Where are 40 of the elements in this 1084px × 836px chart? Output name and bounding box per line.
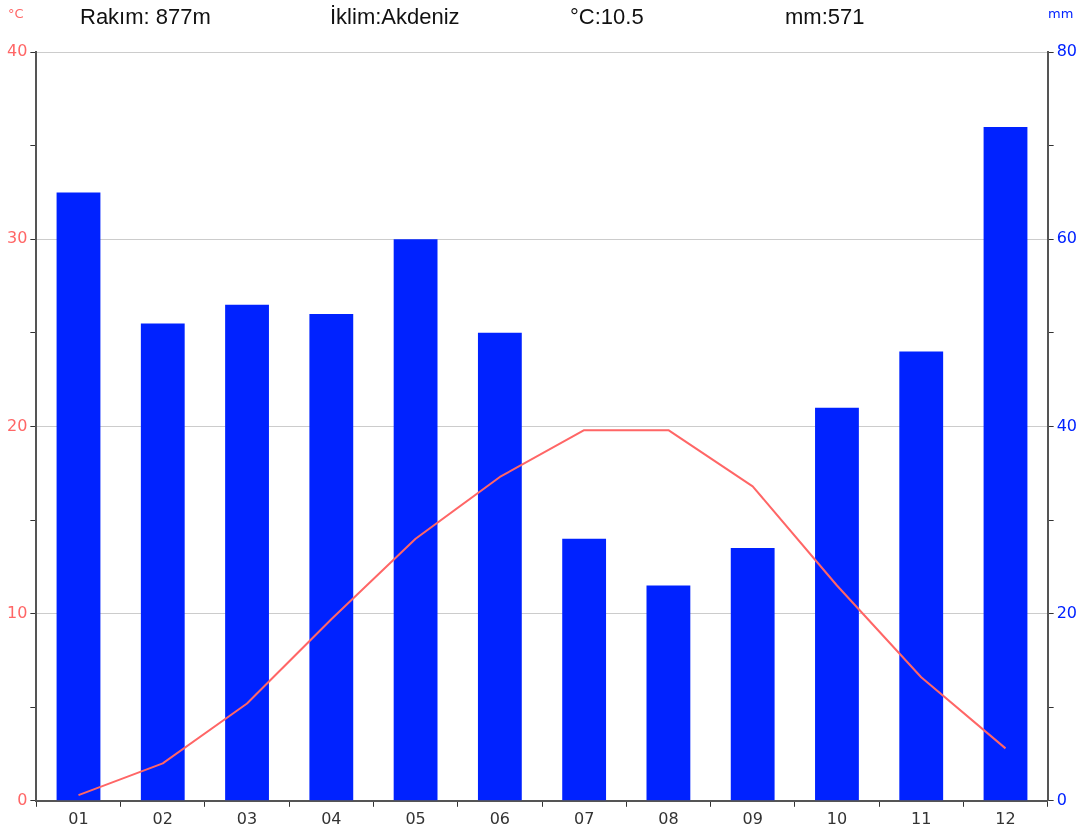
- bar: [815, 407, 859, 801]
- bar: [562, 538, 607, 801]
- x-tick-label: 04: [321, 808, 342, 828]
- y2-tick-label: 20: [1056, 602, 1077, 622]
- x-tick-label: 07: [573, 808, 595, 828]
- y2-tick-label: 60: [1056, 228, 1077, 248]
- text: mm:571: [785, 4, 865, 30]
- bar: [730, 548, 775, 801]
- bar: [899, 351, 944, 801]
- x-tick-label: 11: [911, 808, 932, 828]
- y-tick-label: 0: [17, 789, 28, 809]
- y-axis-title: °C: [8, 6, 24, 21]
- x-tick-label: 10: [826, 808, 848, 828]
- bar: [646, 585, 691, 801]
- x-tick-label: 02: [152, 808, 173, 828]
- bar: [393, 239, 438, 801]
- text: °C:10.5: [570, 4, 644, 30]
- bar: [225, 304, 269, 801]
- x-tick-label: 06: [489, 808, 511, 828]
- x-tick-label: 01: [68, 808, 89, 828]
- x-tick-label: 12: [995, 808, 1016, 828]
- y-tick-label: 30: [7, 228, 28, 248]
- x-tick-label: 09: [742, 808, 763, 828]
- bar: [140, 323, 185, 801]
- y-tick-label: 10: [7, 602, 28, 622]
- text: Rakım: 877m: [80, 4, 211, 30]
- y-tick-label: 40: [7, 41, 28, 61]
- text: İklim:Akdeniz: [330, 4, 460, 30]
- y2-axis-title: mm: [1048, 6, 1074, 21]
- bar: [56, 192, 101, 801]
- x-tick-label: 03: [236, 808, 258, 828]
- bar: [309, 314, 354, 801]
- bar: [983, 126, 1028, 801]
- y2-tick-label: 40: [1056, 415, 1077, 435]
- x-tick-label: 05: [405, 808, 426, 828]
- bar: [477, 332, 522, 801]
- y2-tick-label: 0: [1056, 789, 1067, 809]
- y-tick-label: 20: [7, 415, 28, 435]
- x-tick-label: 08: [658, 808, 679, 828]
- y2-tick-label: 80: [1056, 41, 1077, 61]
